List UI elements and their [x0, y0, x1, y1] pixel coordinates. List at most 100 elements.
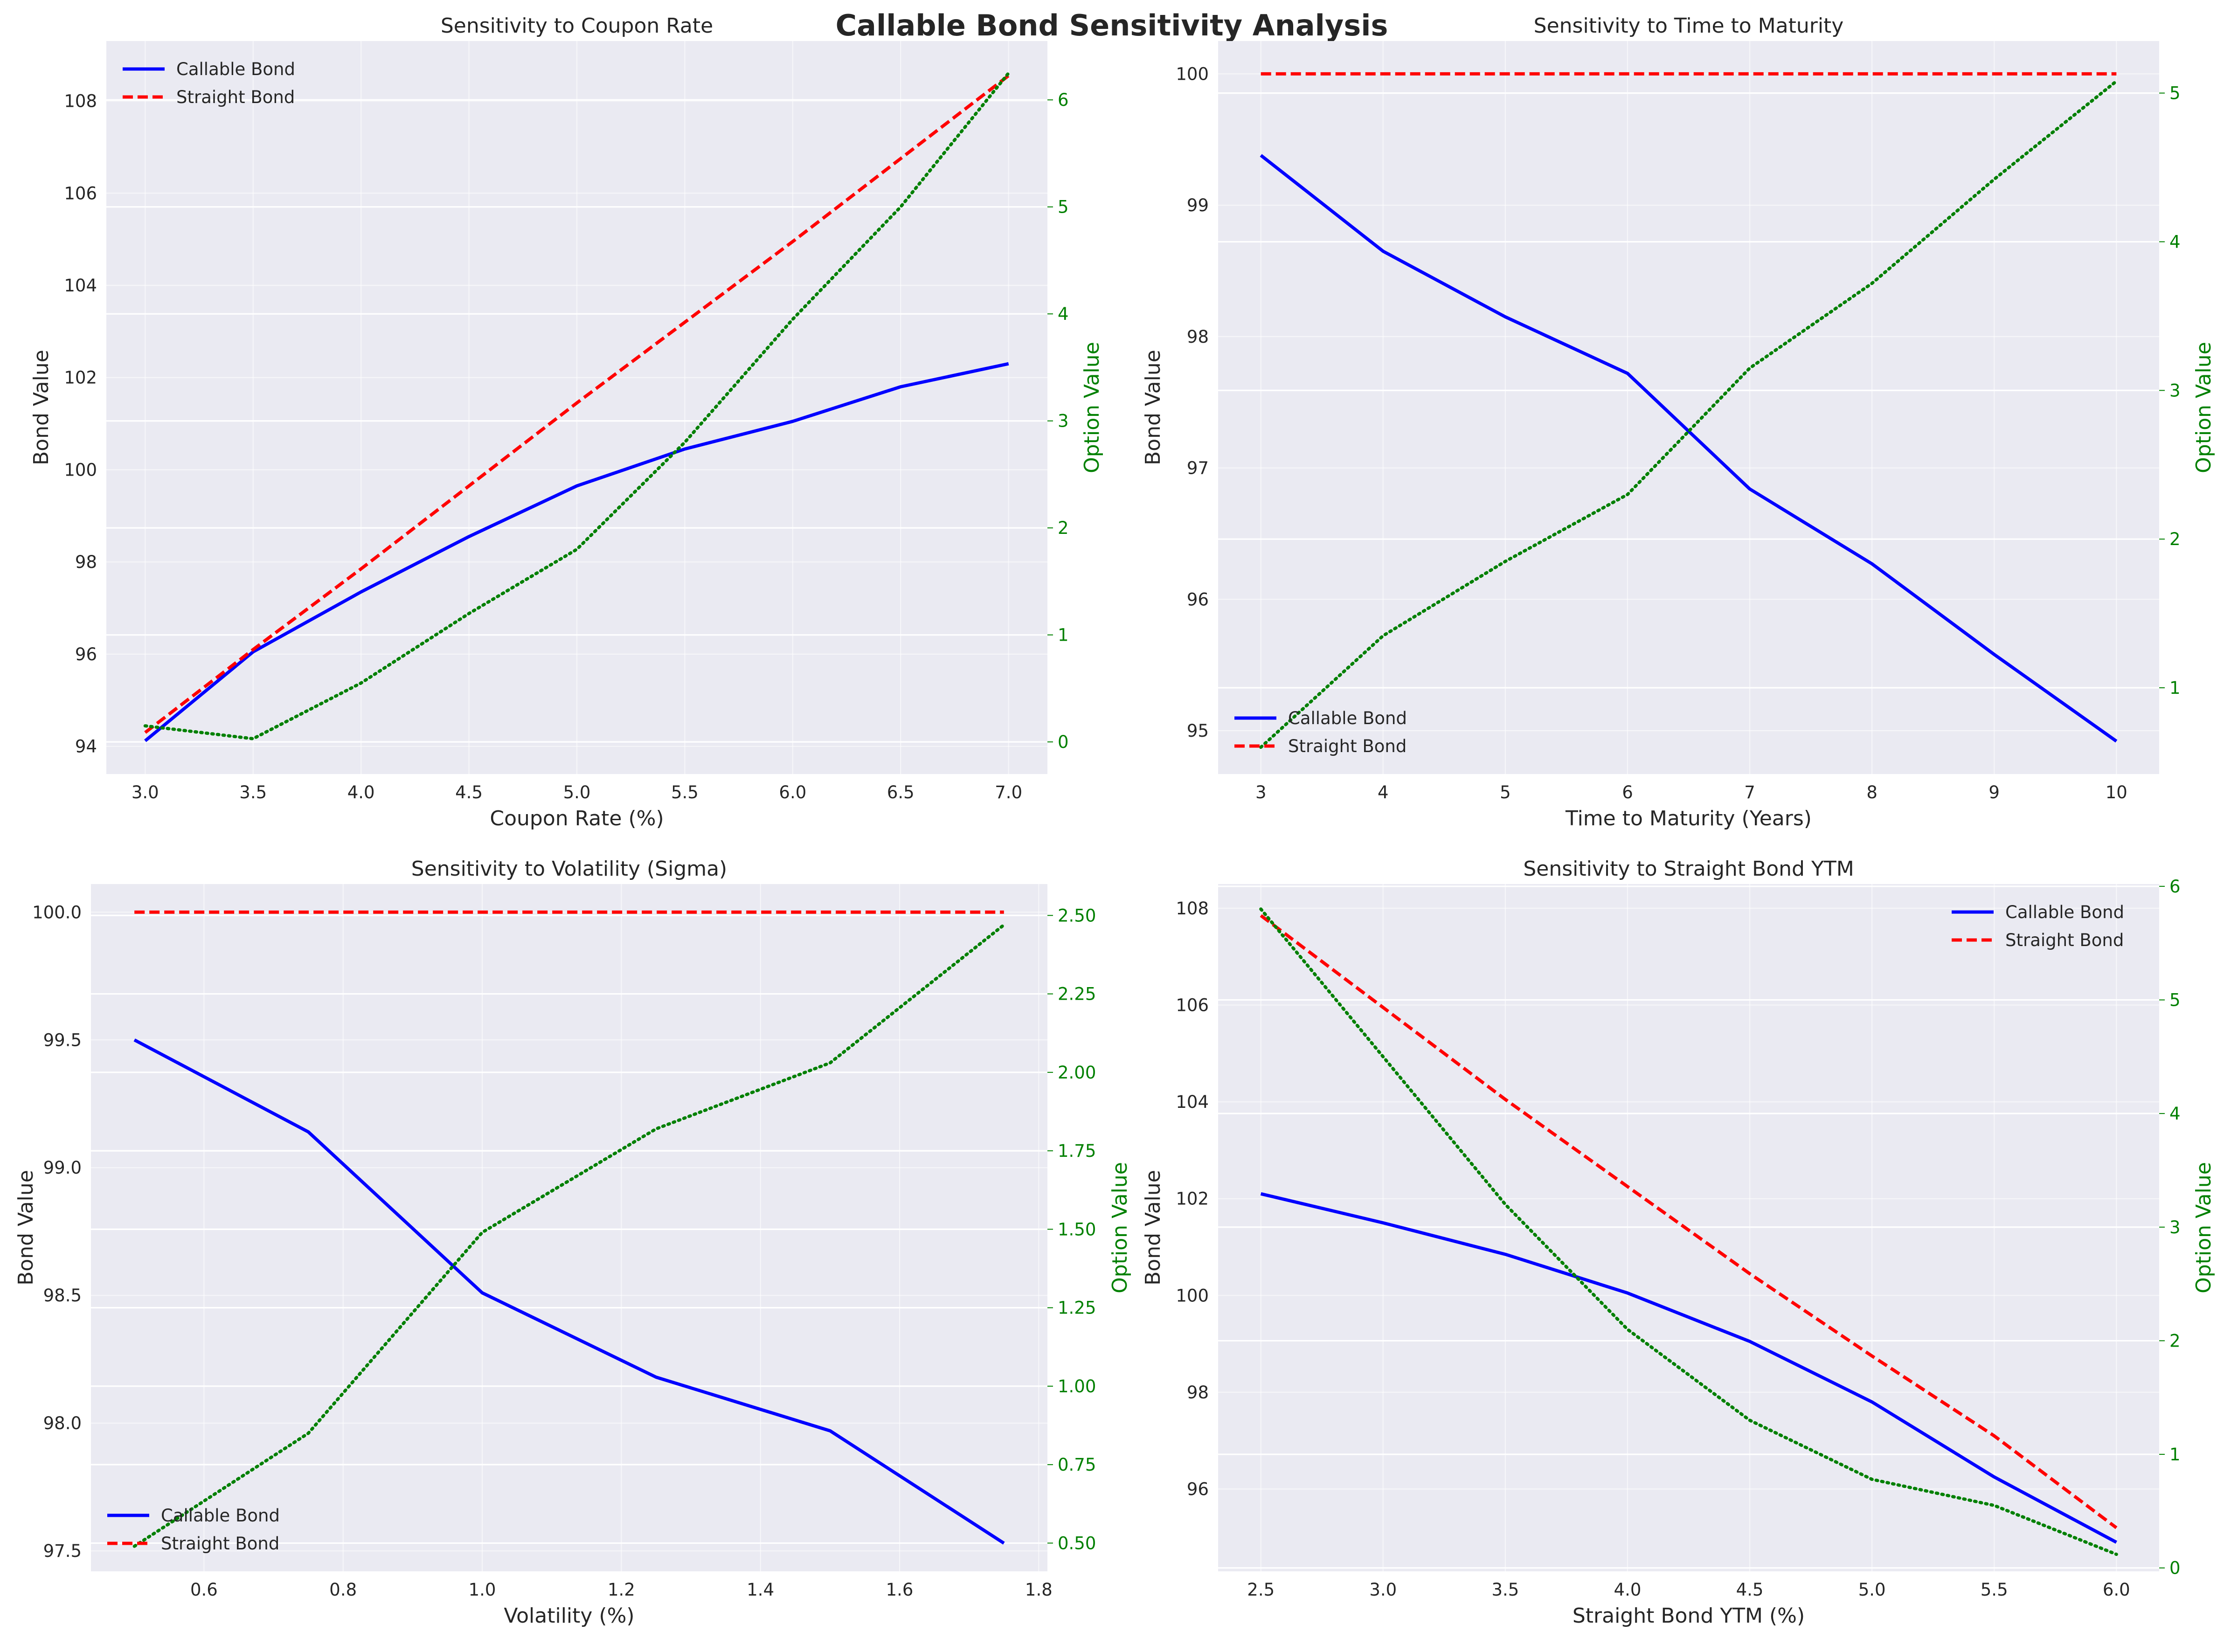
- y-tick-label: 97.5: [43, 1541, 82, 1561]
- x-tick-label: 3.0: [132, 782, 159, 802]
- y-tick-label: 100: [64, 460, 97, 480]
- legend-label: Callable Bond: [176, 59, 295, 79]
- y2-tick-label: 2: [2169, 1331, 2181, 1351]
- y2-tick-label: 0: [2169, 1558, 2181, 1578]
- legend: Callable Bond Straight Bond: [123, 59, 295, 107]
- x-tick-label: 0.6: [190, 1580, 218, 1600]
- y-tick-label: 106: [64, 183, 97, 203]
- x-tick-label: 5.0: [563, 782, 591, 802]
- y-tick-label: 99: [1187, 195, 1209, 215]
- legend: Callable Bond Straight Bond: [1952, 902, 2124, 950]
- y2-axis-label: Option Value: [2192, 342, 2216, 473]
- y2-tick-label: 6: [2169, 877, 2181, 897]
- y-tick-label: 98.0: [43, 1413, 82, 1433]
- x-tick-label: 2.5: [1247, 1580, 1275, 1600]
- x-tick-label: 4.5: [1736, 1580, 1764, 1600]
- y-axis-label: Bond Value: [14, 1170, 38, 1286]
- y-tick-label: 100.0: [32, 902, 82, 922]
- legend-label: Straight Bond: [176, 87, 295, 107]
- y2-tick-label: 0.75: [1058, 1455, 1096, 1475]
- x-tick-label: 1.2: [608, 1580, 635, 1600]
- y-tick-label: 100: [1176, 1286, 1209, 1306]
- y-tick-label: 102: [64, 368, 97, 388]
- y2-tick-label: 1.50: [1058, 1219, 1096, 1239]
- y2-tick-label: 3: [2169, 1217, 2181, 1237]
- x-tick-label: 3.5: [1491, 1580, 1519, 1600]
- x-tick-label: 6.0: [2103, 1580, 2130, 1600]
- y2-tick-label: 5: [2169, 83, 2181, 104]
- y2-tick-label: 2.00: [1058, 1063, 1096, 1083]
- callable-bond-line: [1260, 1192, 2117, 1544]
- x-tick-label: 6.5: [887, 782, 915, 802]
- y2-tick-label: 5: [1058, 197, 1069, 217]
- x-tick-label: 5: [1500, 782, 1511, 802]
- subplot-title: Sensitivity to Coupon Rate: [441, 14, 713, 38]
- straight-bond-line: [1260, 914, 2118, 1529]
- x-axis-label: Coupon Rate (%): [490, 807, 664, 830]
- y2-tick-label: 6: [1058, 90, 1069, 110]
- x-tick-label: 5.5: [671, 782, 699, 802]
- y-tick-label: 99.0: [43, 1158, 82, 1178]
- y2-tick-label: 0: [1058, 732, 1069, 752]
- y-tick-label: 95: [1187, 721, 1209, 741]
- option-value-line: [1259, 79, 2118, 749]
- legend: Callable Bond Straight Bond: [1234, 708, 1407, 756]
- x-tick-label: 6: [1622, 782, 1633, 802]
- straight-bond-line: [144, 74, 1010, 734]
- y2-tick-label: 1: [2169, 678, 2181, 698]
- legend-label: Straight Bond: [2005, 930, 2124, 950]
- subplot-3: 0.6 0.8 1.0 1.2 1.4 1.6 1.8 97.5 98.0 98.5 99.0 99.…: [14, 857, 1132, 1628]
- y2-tick-label: 3: [2169, 380, 2181, 401]
- legend-label: Callable Bond: [2005, 902, 2124, 922]
- y-tick-label: 98: [75, 552, 97, 572]
- y-axis-label: Bond Value: [1141, 1170, 1165, 1286]
- y2-tick-label: 1.25: [1058, 1298, 1096, 1318]
- y2-tick-label: 1: [1058, 625, 1069, 645]
- y-tick-label: 104: [1176, 1092, 1209, 1112]
- x-axis-label: Volatility (%): [504, 1604, 634, 1628]
- y-axis-label: Bond Value: [1141, 350, 1165, 465]
- x-tick-label: 0.8: [329, 1580, 357, 1600]
- y2-axis-label: Option Value: [2192, 1162, 2216, 1293]
- gridlines: [106, 41, 1047, 774]
- x-tick-label: 5.0: [1858, 1580, 1886, 1600]
- x-tick-label: 1.4: [747, 1580, 774, 1600]
- y2-tick-label: 3: [1058, 411, 1069, 431]
- subplot-title: Sensitivity to Straight Bond YTM: [1523, 857, 1854, 881]
- x-tick-label: 3: [1255, 782, 1267, 802]
- x-tick-label: 4.0: [1614, 1580, 1642, 1600]
- x-axis-label: Straight Bond YTM (%): [1573, 1604, 1805, 1628]
- y2-tick-label: 4: [1058, 304, 1069, 324]
- y2-axis-label: Option Value: [1080, 342, 1104, 473]
- legend-label: Callable Bond: [1288, 708, 1407, 728]
- subplot-1: 3.0 3.5 4.0 4.5 5.0 5.5 6.0 6.5 7.09496981001021…: [29, 14, 1104, 830]
- y-tick-label: 98.5: [43, 1286, 82, 1306]
- y-tick-label: 108: [64, 91, 97, 111]
- y-tick-label: 108: [1176, 899, 1209, 919]
- legend-label: Straight Bond: [1288, 736, 1406, 756]
- option-value-line: [143, 71, 1011, 740]
- y-tick-label: 104: [64, 276, 97, 296]
- subplot-title: Sensitivity to Time to Maturity: [1534, 14, 1844, 38]
- y-tick-label: 102: [1176, 1189, 1209, 1209]
- subplot-2: 3 4 5 6 7 8 9 10 95 96 97 98 99 100 1 2 3 4 5 Sensitivity t…: [1141, 14, 2216, 830]
- y-axis-label: Bond Value: [29, 350, 53, 465]
- y-tick-label: 96: [1187, 589, 1209, 609]
- x-tick-label: 1.6: [886, 1580, 914, 1600]
- plot-area: [91, 884, 1047, 1571]
- option-value-line: [132, 923, 1006, 1548]
- y-tick-label: 98: [1187, 1382, 1209, 1403]
- subplots-grid: 3.0 3.5 4.0 4.5 5.0 5.5 6.0 6.5 7.09496981001021…: [14, 14, 2216, 1628]
- x-tick-label: 8: [1866, 782, 1878, 802]
- x-tick-label: 4.5: [455, 782, 483, 802]
- x-tick-label: 1.0: [469, 1580, 496, 1600]
- gridlines: [1218, 41, 2159, 774]
- x-tick-label: 3.5: [239, 782, 267, 802]
- plot-area: [1218, 41, 2159, 774]
- y-tick-label: 96: [1187, 1479, 1209, 1500]
- y-tick-label: 100: [1176, 64, 1209, 84]
- y-tick-label: 98: [1187, 327, 1209, 347]
- x-tick-label: 10: [2106, 782, 2127, 802]
- y2-tick-label: 1.75: [1058, 1141, 1096, 1161]
